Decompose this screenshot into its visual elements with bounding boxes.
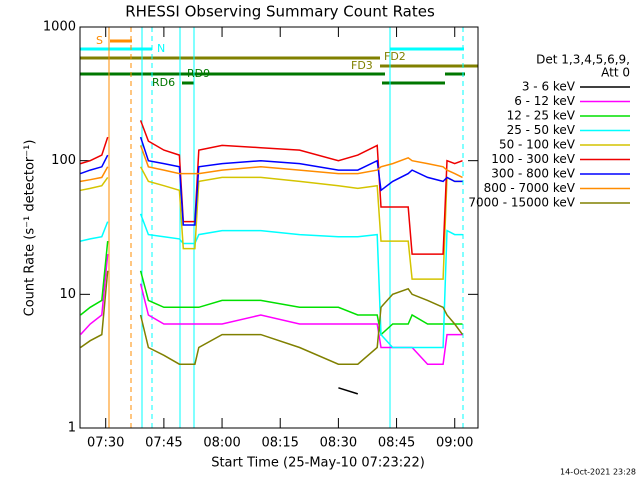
x-tick-label: 08:30	[320, 436, 357, 451]
flag-label: RD6	[152, 76, 175, 89]
series-line	[80, 145, 463, 183]
legend-label: 12 - 25 keV	[507, 109, 576, 123]
x-tick-label: 08:45	[378, 436, 415, 451]
series-line	[80, 120, 463, 255]
legend-title: Det 1,3,4,5,6,9,	[536, 53, 630, 67]
flag-label: FD2	[384, 50, 406, 63]
legend-label: 100 - 300 keV	[491, 152, 575, 166]
series-line	[80, 254, 463, 365]
x-tick-label: 09:00	[436, 436, 473, 451]
legend-label: 25 - 50 keV	[507, 123, 576, 137]
y-tick-label: 10	[59, 287, 76, 302]
legend-label: 3 - 6 keV	[522, 80, 576, 94]
series-line	[80, 136, 463, 226]
series-line	[80, 241, 463, 337]
x-tick-label: 07:45	[145, 436, 182, 451]
legend-title: Att 0	[601, 66, 630, 80]
chart-title: RHESSI Observing Summary Count Rates	[125, 3, 435, 21]
y-axis-label: Count Rate (s⁻¹ detector⁻¹)	[23, 140, 38, 317]
plot-area	[80, 120, 464, 395]
series-line	[80, 166, 463, 280]
series-line	[80, 270, 464, 365]
legend-label: 7000 - 15000 keV	[468, 196, 575, 210]
x-tick-label: 08:00	[203, 436, 240, 451]
series-line	[80, 213, 463, 349]
footer: 14-Oct-2021 23:28	[560, 468, 636, 477]
legend-label: 50 - 100 keV	[499, 138, 576, 152]
y-tick-label: 100	[51, 153, 76, 168]
legend-label: 300 - 800 keV	[491, 167, 575, 181]
x-axis-label: Start Time (25-May-10 07:23:22)	[211, 456, 425, 471]
flag-label: FD3	[351, 59, 373, 72]
flag-label: N	[157, 42, 165, 55]
plot-frame	[79, 26, 479, 429]
y-tick-label: 1	[68, 421, 76, 436]
series-line	[338, 387, 359, 395]
legend-label: 800 - 7000 keV	[484, 181, 576, 195]
x-tick-label: 08:15	[261, 436, 298, 451]
x-tick-label: 07:30	[87, 436, 124, 451]
flags	[80, 27, 478, 428]
flag-label: S	[96, 34, 103, 47]
flag-label: RD9	[187, 67, 210, 80]
y-tick-label: 1000	[43, 20, 76, 35]
legend-label: 6 - 12 keV	[514, 94, 576, 108]
